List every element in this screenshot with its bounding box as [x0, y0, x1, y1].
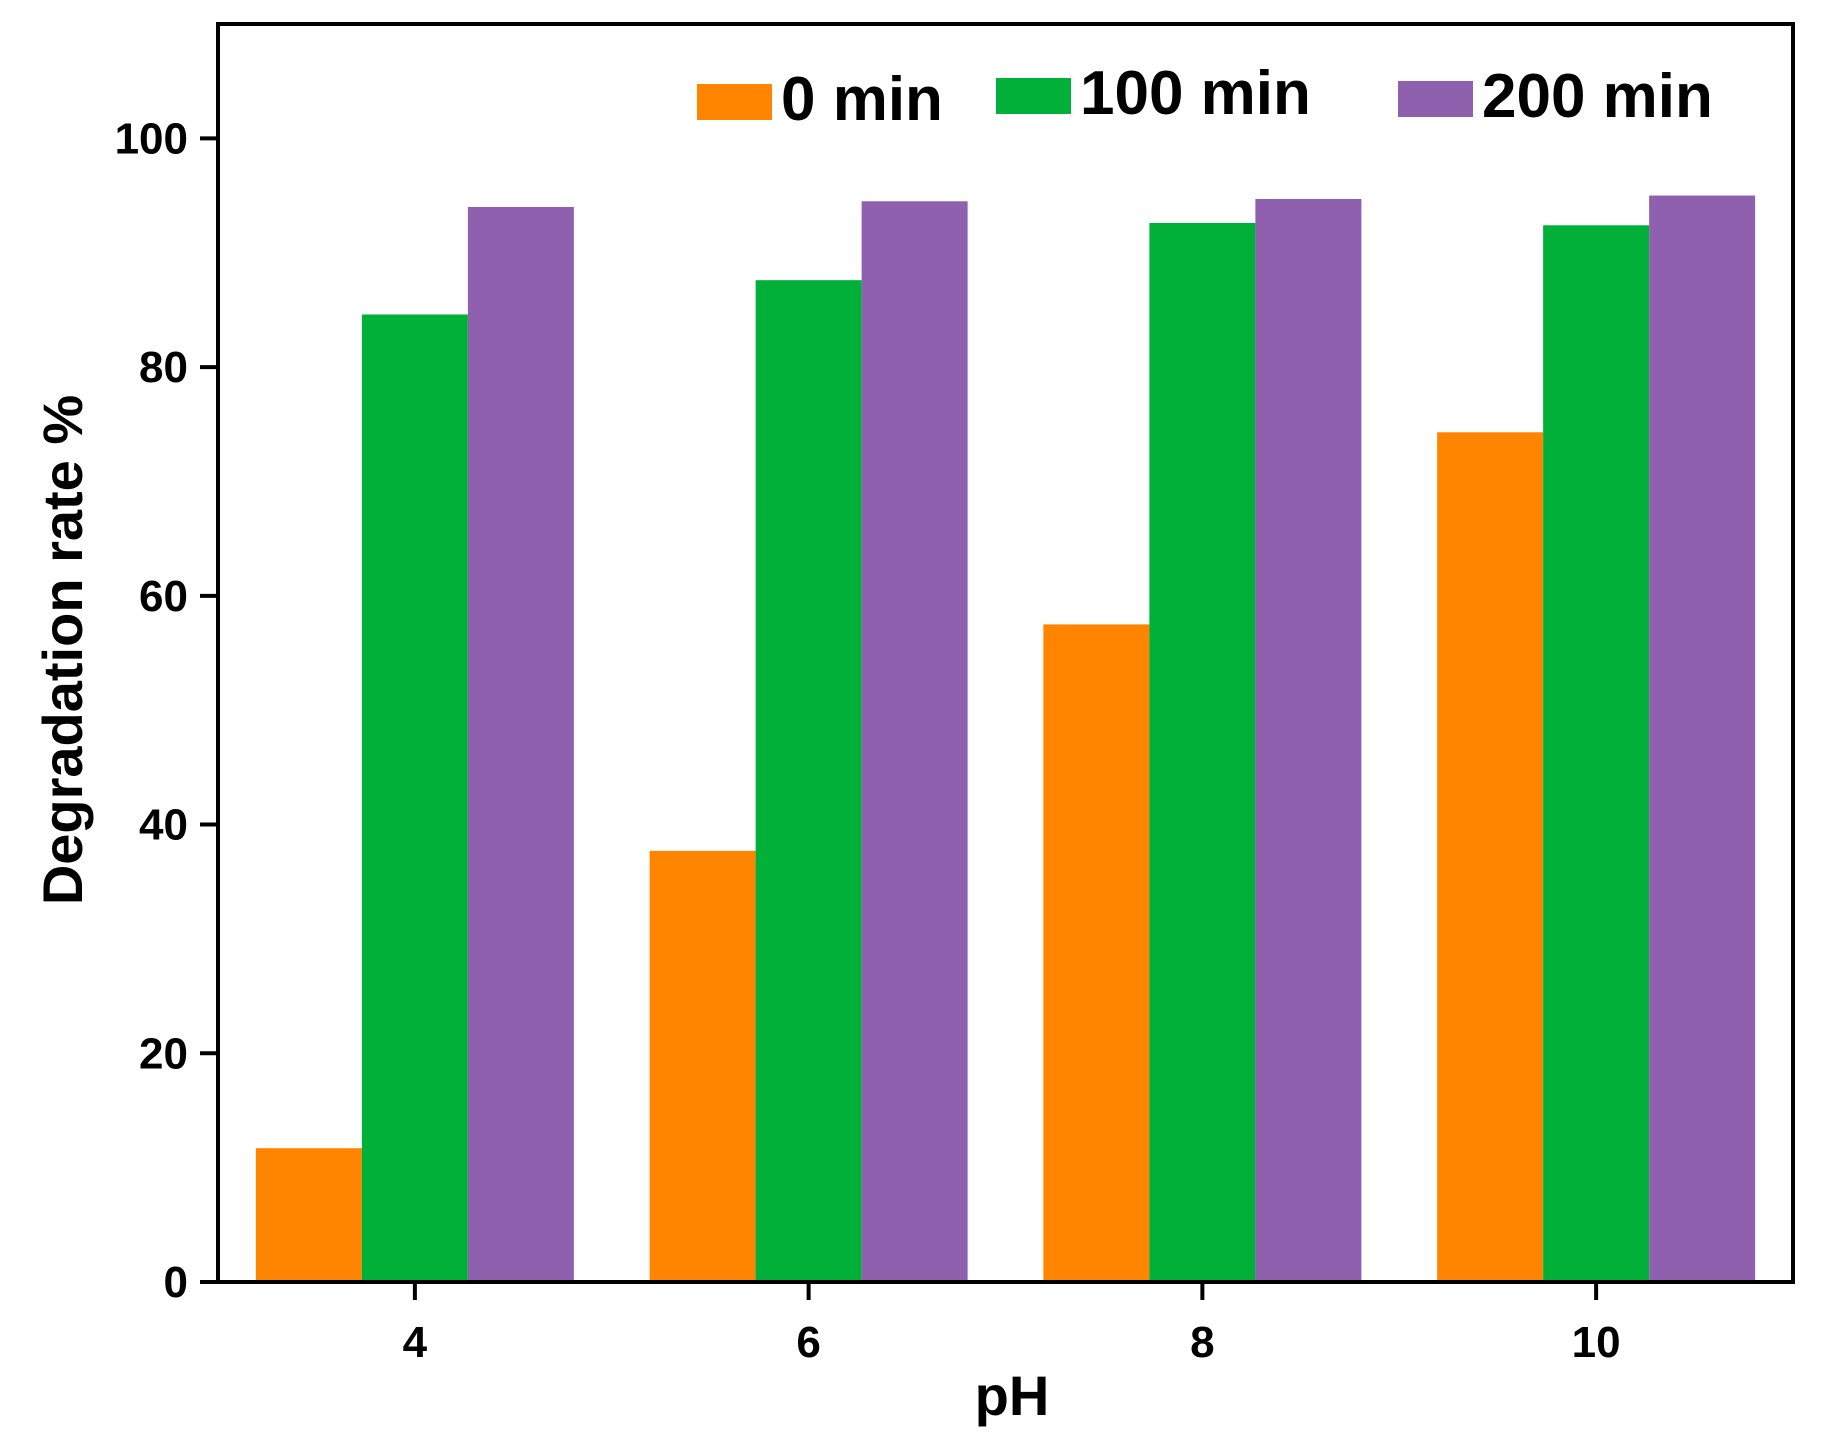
- bar-0-min-pH-6: [649, 850, 756, 1282]
- legend-swatch-200-min: [1398, 81, 1473, 117]
- bars-group: [255, 195, 1756, 1283]
- bar-0-min-pH-8: [1043, 624, 1150, 1282]
- y-tick-label: 80: [139, 343, 188, 392]
- bar-0-min-pH-10: [1437, 432, 1544, 1282]
- bar-100-min-pH-8: [1149, 222, 1256, 1283]
- plot-frame: [216, 22, 1795, 1284]
- bar-0-min-pH-4: [255, 1148, 362, 1282]
- legend-label-100-min: 100 min: [1080, 59, 1311, 128]
- x-axis-title: pH: [975, 1364, 1050, 1427]
- y-tick-label: 0: [164, 1258, 188, 1307]
- legend: 0 min 100 min 200 min: [697, 59, 1713, 134]
- y-axis: 0 20 40 60 80 100: [115, 114, 218, 1307]
- bar-100-min-pH-10: [1543, 225, 1650, 1282]
- bar-200-min-pH-8: [1255, 198, 1362, 1283]
- y-tick-label: 100: [115, 114, 188, 163]
- x-tick-label: 6: [796, 1318, 820, 1367]
- bar-100-min-pH-6: [755, 280, 862, 1282]
- legend-swatch-0-min: [697, 84, 772, 120]
- x-axis: 4 6 8 10: [403, 1282, 1621, 1367]
- legend-swatch-100-min: [996, 78, 1071, 114]
- x-tick-label: 8: [1190, 1318, 1214, 1367]
- bar-100-min-pH-4: [361, 314, 468, 1282]
- x-tick-label: 10: [1572, 1318, 1621, 1367]
- y-tick-label: 20: [139, 1029, 188, 1078]
- y-tick-label: 60: [139, 572, 188, 621]
- x-tick-label: 4: [403, 1318, 428, 1367]
- bar-200-min-pH-6: [861, 201, 968, 1282]
- y-tick-label: 40: [139, 801, 188, 850]
- legend-label-200-min: 200 min: [1482, 62, 1713, 131]
- bar-200-min-pH-4: [467, 206, 574, 1282]
- y-axis-title: Degradation rate %: [31, 395, 94, 905]
- legend-label-0-min: 0 min: [781, 65, 943, 134]
- bar-200-min-pH-10: [1649, 195, 1756, 1283]
